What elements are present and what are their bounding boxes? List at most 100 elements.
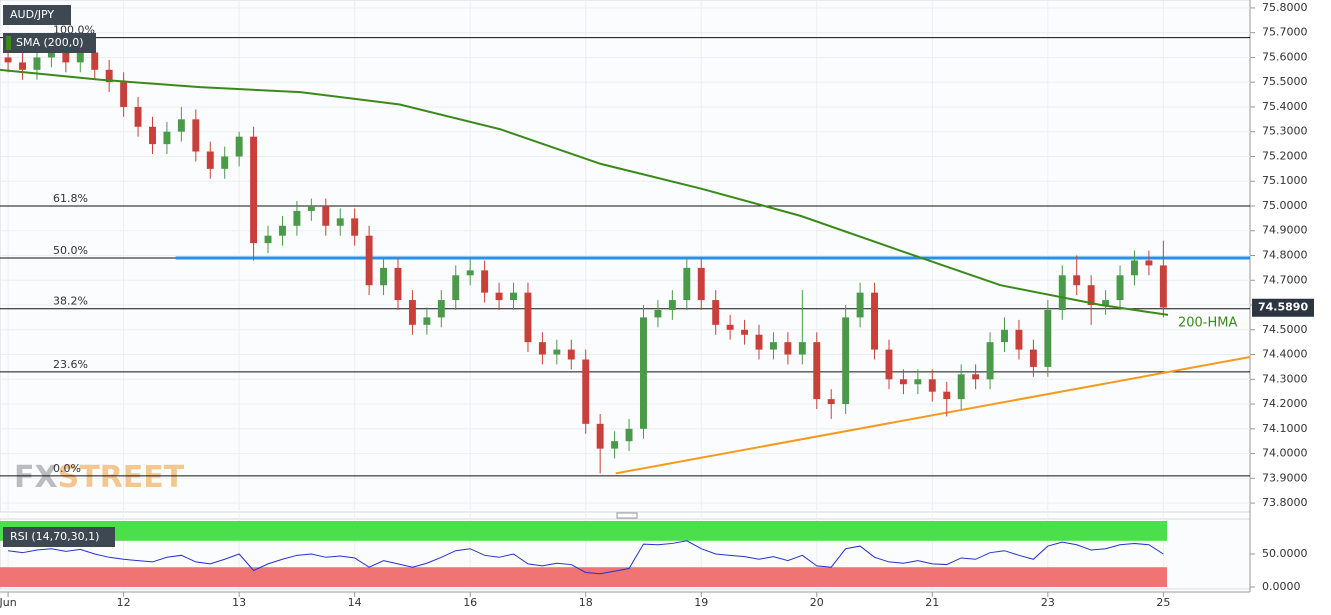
- candle-body: [596, 423, 604, 449]
- candle-body: [293, 210, 301, 226]
- candle-body: [827, 399, 835, 405]
- y-tick-label: 0.0000: [1262, 580, 1301, 593]
- watermark: FXSTREET: [14, 460, 185, 495]
- chart-title: AUD/JPY: [10, 8, 54, 21]
- fib-label: 61.8%: [53, 192, 88, 205]
- candle-body: [842, 317, 850, 405]
- x-tick-label: 18: [579, 596, 593, 609]
- rsi-title: RSI (14,70,30,1): [10, 530, 99, 543]
- y-tick-label: 74.8000: [1262, 249, 1308, 262]
- candle-body: [47, 52, 55, 58]
- indicator-line: [0, 68, 1169, 316]
- y-tick-label: 75.0000: [1262, 199, 1308, 212]
- candle-body: [553, 349, 561, 355]
- x-tick-label: 12: [117, 596, 131, 609]
- candle-body: [798, 342, 806, 355]
- y-tick-label: 75.2000: [1262, 149, 1308, 162]
- candle-body: [322, 205, 330, 226]
- candle-body: [712, 300, 720, 325]
- candle-body: [1131, 260, 1138, 276]
- candle-body: [1029, 349, 1037, 367]
- candle-body: [885, 349, 893, 380]
- y-tick-label: 75.8000: [1262, 1, 1308, 14]
- candle-body: [856, 292, 864, 318]
- y-tick-label: 74.5000: [1262, 323, 1308, 336]
- candle-body: [582, 359, 590, 424]
- rsi-line: [8, 540, 1164, 575]
- candle-body: [76, 52, 84, 63]
- fib-label: 38.2%: [53, 295, 88, 308]
- candle-body: [134, 106, 142, 127]
- candle-body: [1058, 275, 1066, 310]
- candle-body: [510, 292, 517, 301]
- y-tick-label: 75.3000: [1262, 125, 1308, 138]
- x-tick-label: 13: [232, 596, 246, 609]
- candle-body: [307, 205, 315, 211]
- candle-body: [972, 374, 980, 380]
- fib-label: 50.0%: [53, 244, 88, 257]
- y-tick-label: 74.9000: [1262, 224, 1308, 237]
- candle-body: [62, 52, 70, 63]
- panel-handle[interactable]: [616, 512, 638, 519]
- candle-body: [524, 292, 532, 343]
- candle-body: [567, 349, 575, 360]
- y-tick-label: 50.0000: [1262, 547, 1308, 560]
- y-tick-label: 75.4000: [1262, 100, 1308, 113]
- rsi-title-box: [3, 527, 115, 547]
- candle-body: [943, 391, 951, 400]
- last-price-box: [1252, 298, 1314, 317]
- y-tick-label: 74.7000: [1262, 273, 1308, 286]
- candle-body: [1087, 285, 1095, 306]
- y-tick-label: 74.2000: [1262, 397, 1308, 410]
- candle-body: [452, 275, 460, 301]
- candle-body: [899, 379, 907, 385]
- watermark-part: FX: [14, 460, 58, 495]
- x-tick-label: Jun: [0, 596, 17, 609]
- candle-body: [365, 235, 373, 286]
- candle-body: [697, 267, 705, 301]
- candle-body: [163, 131, 171, 145]
- candle-body: [928, 379, 936, 392]
- oversold-band: [0, 567, 1167, 587]
- title-box: [3, 5, 71, 25]
- candle-body: [1102, 300, 1110, 306]
- candle-body: [105, 69, 113, 83]
- x-tick-label: 19: [694, 596, 708, 609]
- x-tick-label: 16: [463, 596, 477, 609]
- candle-body: [19, 62, 26, 70]
- candle-body: [1145, 260, 1153, 266]
- candle-body: [394, 267, 402, 301]
- candle-body: [1015, 329, 1023, 350]
- x-tick-label: 21: [925, 596, 939, 609]
- watermark-part: STREET: [58, 460, 185, 495]
- candle-body: [264, 235, 272, 244]
- candle-body: [466, 270, 474, 276]
- candle-body: [654, 309, 662, 318]
- candle-body: [784, 342, 792, 355]
- y-tick-label: 74.4000: [1262, 348, 1308, 361]
- candle-body: [683, 267, 691, 301]
- y-tick-label: 74.3000: [1262, 372, 1308, 385]
- candle-body: [741, 329, 749, 335]
- candle-body: [1044, 309, 1052, 367]
- candle-body: [423, 317, 431, 325]
- candle-body: [625, 428, 633, 442]
- candle-body: [957, 374, 965, 400]
- x-tick-label: 14: [348, 596, 362, 609]
- y-tick-label: 75.1000: [1262, 174, 1308, 187]
- candle-body: [769, 342, 777, 350]
- candle-body: [755, 334, 763, 350]
- y-tick-label: 75.5000: [1262, 75, 1308, 88]
- candle-body: [1116, 275, 1124, 301]
- fib-label: 0.0%: [53, 462, 81, 475]
- candle-body: [986, 342, 994, 380]
- candle-body: [4, 57, 12, 63]
- candle-body: [206, 151, 214, 169]
- last-price-label: 74.5890: [1258, 301, 1308, 314]
- support-line: [615, 356, 1251, 475]
- candle-body: [278, 225, 286, 236]
- candle-body: [1159, 265, 1167, 308]
- candle-body: [1073, 275, 1081, 286]
- candle-body: [481, 270, 489, 293]
- candle-body: [871, 292, 879, 350]
